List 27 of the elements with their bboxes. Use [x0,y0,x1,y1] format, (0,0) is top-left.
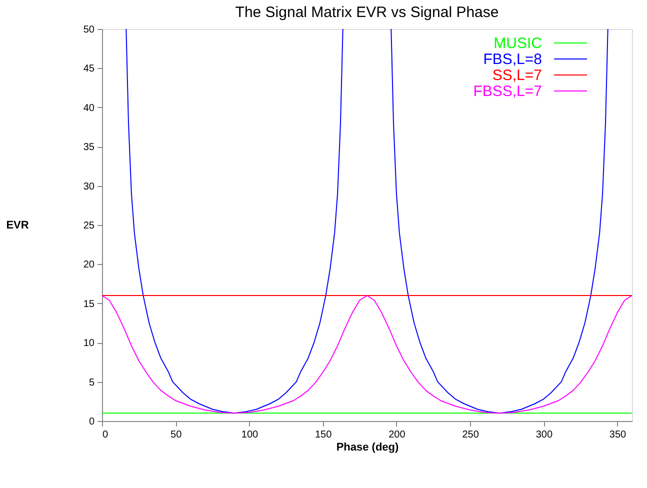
y-tick-label: 0 [88,416,95,428]
y-tick-label: 20 [83,260,95,271]
y-tick-label: 30 [83,181,95,192]
y-tick-label: 35 [83,142,95,154]
x-tick-label: 250 [462,430,480,440]
x-tick-label: 100 [241,430,258,440]
legend-label: SS,L=7 [492,67,542,84]
x-tick-label: 350 [609,430,627,440]
y-tick-label: 25 [83,220,95,232]
x-axis-title: Phase (deg) [336,442,400,454]
y-tick-label: 15 [83,298,95,310]
chart-title: The Signal Matrix EVR vs Signal Phase [235,4,499,21]
x-tick-label: 0 [102,430,108,440]
legend-label: FBSS,L=7 [473,83,542,100]
x-tick-label: 150 [314,430,332,440]
y-tick-label: 40 [83,102,95,114]
line-series [102,295,632,414]
x-tick-label: 300 [536,430,553,440]
x-tick-label: 200 [388,430,406,440]
y-tick-label: 5 [88,377,95,388]
y-tick-label: 10 [83,338,95,350]
legend-label: FBS,L=8 [483,51,542,68]
x-tick-label: 50 [170,430,182,440]
y-tick-label: 50 [83,24,95,36]
y-tick-label: 45 [83,64,95,75]
y-axis-title: EVR [6,220,29,232]
legend-label: MUSIC [494,35,542,52]
